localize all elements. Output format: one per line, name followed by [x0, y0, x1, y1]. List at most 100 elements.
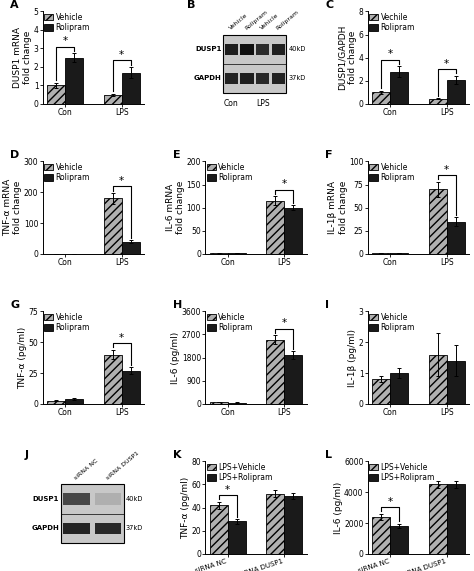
Bar: [225, 73, 238, 84]
Y-axis label: TNF-α (pg/ml): TNF-α (pg/ml): [181, 476, 190, 538]
Bar: [122, 371, 140, 404]
Bar: [228, 403, 246, 404]
Text: A: A: [10, 0, 19, 10]
Text: L: L: [325, 449, 332, 460]
Bar: [122, 242, 140, 254]
Bar: [284, 208, 302, 254]
Text: Rolipram: Rolipram: [275, 9, 300, 31]
Text: I: I: [325, 300, 329, 309]
Y-axis label: IL-1β (pg/ml): IL-1β (pg/ml): [348, 329, 357, 387]
Bar: [240, 73, 254, 84]
Text: *: *: [444, 165, 449, 175]
Bar: [223, 35, 286, 93]
Text: *: *: [119, 176, 124, 186]
Bar: [372, 379, 390, 404]
Bar: [428, 99, 447, 104]
Legend: LPS+Vehicle, LPS+Rolipram: LPS+Vehicle, LPS+Rolipram: [206, 462, 273, 482]
Bar: [447, 361, 465, 404]
Text: 37kD: 37kD: [289, 75, 306, 81]
Y-axis label: IL-6 (pg/ml): IL-6 (pg/ml): [334, 481, 343, 534]
Text: Con: Con: [224, 99, 239, 108]
Bar: [447, 80, 465, 104]
Bar: [64, 522, 90, 534]
Text: K: K: [173, 449, 181, 460]
Legend: Vehicle, Rolipram: Vehicle, Rolipram: [368, 162, 416, 183]
Text: D: D: [10, 150, 19, 160]
Text: Vehicle: Vehicle: [260, 13, 280, 31]
Legend: Vehicle, Rolipram: Vehicle, Rolipram: [368, 312, 416, 333]
Bar: [266, 494, 284, 554]
Legend: LPS+Vehicle, LPS+Rolipram: LPS+Vehicle, LPS+Rolipram: [368, 462, 436, 482]
Text: 40kD: 40kD: [289, 46, 306, 52]
Text: *: *: [119, 333, 124, 343]
Text: G: G: [10, 300, 19, 309]
Y-axis label: DUSP1 mRNA
fold change: DUSP1 mRNA fold change: [13, 27, 32, 88]
Bar: [47, 401, 65, 404]
Text: *: *: [119, 50, 124, 60]
Text: E: E: [173, 150, 180, 160]
Text: DUSP1: DUSP1: [195, 46, 221, 52]
Bar: [65, 399, 83, 404]
Text: Vehicle: Vehicle: [228, 13, 248, 31]
Bar: [122, 73, 140, 104]
Y-axis label: TNF-α mRNA
fold change: TNF-α mRNA fold change: [3, 179, 22, 236]
Bar: [104, 355, 122, 404]
Bar: [210, 402, 228, 404]
Bar: [266, 340, 284, 404]
Bar: [266, 201, 284, 254]
Bar: [372, 93, 390, 104]
Text: *: *: [225, 485, 230, 495]
Bar: [256, 73, 269, 84]
Text: *: *: [63, 36, 68, 46]
Bar: [228, 521, 246, 554]
Bar: [390, 253, 408, 254]
Bar: [104, 198, 122, 254]
Text: GAPDH: GAPDH: [194, 75, 221, 81]
Text: DUSP1: DUSP1: [33, 496, 59, 502]
Y-axis label: IL-6 (pg/ml): IL-6 (pg/ml): [171, 332, 180, 384]
Y-axis label: IL-6 mRNA
fold change: IL-6 mRNA fold change: [166, 181, 185, 234]
Bar: [225, 43, 238, 55]
Text: C: C: [325, 0, 333, 10]
Text: GAPDH: GAPDH: [31, 525, 59, 531]
Bar: [447, 484, 465, 554]
Bar: [372, 253, 390, 254]
Legend: Vehicle, Rolipram: Vehicle, Rolipram: [44, 312, 91, 333]
Legend: Vehicle, Rolipram: Vehicle, Rolipram: [44, 162, 91, 183]
Bar: [47, 86, 65, 104]
Text: Rolipram: Rolipram: [244, 9, 269, 31]
Bar: [428, 189, 447, 254]
Text: *: *: [388, 50, 393, 59]
Y-axis label: DUSP1/GAPDH
fold change: DUSP1/GAPDH fold change: [338, 25, 357, 90]
Legend: Vehicle, Rolipram: Vehicle, Rolipram: [206, 312, 253, 333]
Text: siRNA NC: siRNA NC: [73, 458, 99, 481]
Text: siRNA DUSP1: siRNA DUSP1: [105, 451, 139, 481]
Y-axis label: TNF-α (pg/ml): TNF-α (pg/ml): [18, 327, 27, 389]
Text: H: H: [173, 300, 182, 309]
Bar: [390, 526, 408, 554]
Legend: Vehicle, Rolipram: Vehicle, Rolipram: [44, 12, 91, 33]
Bar: [390, 373, 408, 404]
Bar: [61, 484, 124, 543]
Text: *: *: [388, 497, 393, 507]
Text: B: B: [187, 0, 195, 10]
Text: F: F: [325, 150, 333, 160]
Bar: [65, 58, 83, 104]
Text: J: J: [24, 449, 28, 460]
Bar: [64, 493, 90, 505]
Bar: [284, 496, 302, 554]
Bar: [272, 73, 285, 84]
Bar: [240, 43, 254, 55]
Text: *: *: [444, 59, 449, 69]
Text: *: *: [282, 318, 287, 328]
Text: 40kD: 40kD: [126, 496, 143, 502]
Bar: [95, 493, 121, 505]
Bar: [284, 355, 302, 404]
Bar: [428, 355, 447, 404]
Bar: [210, 505, 228, 554]
Bar: [256, 43, 269, 55]
Text: LPS: LPS: [256, 99, 270, 108]
Bar: [372, 517, 390, 554]
Bar: [272, 43, 285, 55]
Bar: [95, 522, 121, 534]
